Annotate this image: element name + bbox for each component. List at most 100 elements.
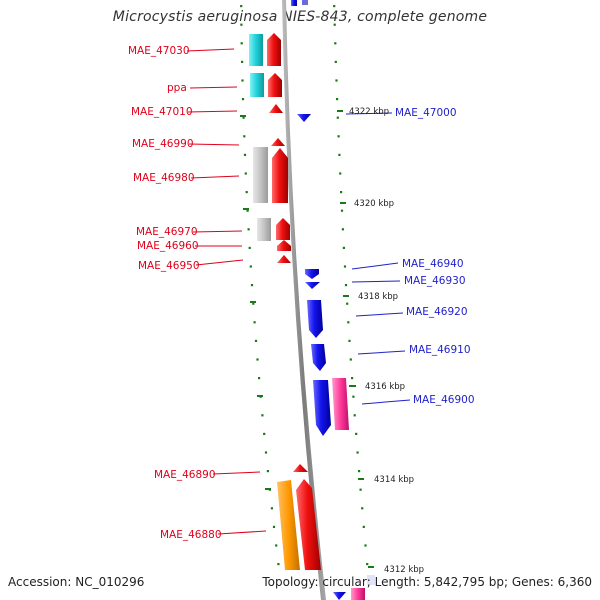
map-title: Microcystis aeruginosa NIES-843, complet… bbox=[112, 9, 488, 25]
cds-arrow-46880 bbox=[296, 479, 321, 570]
leader-line bbox=[355, 312, 404, 317]
gene-label-right[interactable]: MAE_46920 bbox=[406, 306, 468, 318]
tick-dot bbox=[353, 414, 356, 417]
tick-dot bbox=[243, 135, 246, 138]
position-tick-label: 4316 kbp bbox=[365, 382, 405, 392]
tick-dot bbox=[263, 432, 266, 435]
gene-label-left[interactable]: MAE_46990 bbox=[132, 138, 194, 150]
orange-feature-46880 bbox=[277, 480, 300, 570]
position-tick-label: 4322 kbp bbox=[349, 107, 389, 117]
gene-label-right[interactable]: MAE_46900 bbox=[413, 394, 475, 406]
leader-line bbox=[186, 48, 235, 52]
inner-ring-major-ticks bbox=[240, 115, 271, 490]
genome-summary-text: Topology: circular; Length: 5,842,795 bp… bbox=[262, 575, 592, 589]
accession-text: Accession: NC_010296 bbox=[8, 575, 145, 589]
tick-dot bbox=[244, 172, 247, 175]
tick-dot bbox=[355, 432, 358, 435]
tick-dot bbox=[253, 321, 256, 324]
tick-dot bbox=[242, 116, 245, 119]
tick-dot bbox=[339, 172, 342, 175]
tick-dot bbox=[347, 321, 350, 324]
leader-line bbox=[361, 399, 411, 405]
tick-dot bbox=[252, 302, 255, 305]
tick-dot bbox=[352, 395, 355, 398]
tick-dot bbox=[249, 265, 252, 268]
leader-line bbox=[188, 143, 240, 146]
tick-dot bbox=[351, 377, 354, 380]
cds-arrow-46990 bbox=[271, 138, 285, 146]
tick-dot bbox=[334, 42, 337, 45]
gene-label-left[interactable]: MAE_46950 bbox=[138, 260, 200, 272]
tick-dot bbox=[248, 246, 251, 249]
gene-label-left[interactable]: ppa bbox=[167, 82, 187, 94]
tick-dot bbox=[240, 23, 243, 26]
tick-dot bbox=[264, 451, 268, 454]
leader-line bbox=[192, 230, 243, 233]
tick-dot bbox=[261, 414, 264, 417]
leader-line bbox=[351, 280, 401, 283]
grey-feature-46970 bbox=[257, 218, 271, 241]
tick-dot bbox=[254, 339, 258, 342]
gene-label-left[interactable]: MAE_46880 bbox=[160, 529, 222, 541]
tick-dot bbox=[241, 60, 244, 63]
top-edge-feature-cds-2 bbox=[302, 0, 308, 5]
tick-dot bbox=[344, 284, 348, 287]
gene-label-left[interactable]: MAE_46980 bbox=[133, 172, 195, 184]
gene-label-left[interactable]: MAE_46960 bbox=[137, 240, 199, 252]
gene-label-right[interactable]: MAE_46910 bbox=[409, 344, 471, 356]
tick-dot bbox=[240, 42, 243, 45]
cds-arrow-46980 bbox=[272, 148, 288, 203]
gene-label-left[interactable]: MAE_47010 bbox=[131, 106, 193, 118]
cds-arrow-46890 bbox=[293, 464, 308, 472]
tick-dot bbox=[240, 5, 243, 8]
tick-dot bbox=[258, 377, 261, 380]
tick-dot bbox=[340, 209, 344, 212]
tick-dot bbox=[340, 191, 343, 194]
cds-arrow-46900 bbox=[313, 380, 331, 436]
cyan-feature-ppa bbox=[250, 73, 264, 97]
tick-dot bbox=[341, 228, 344, 231]
tick-dot bbox=[359, 488, 362, 491]
leader-line bbox=[195, 259, 244, 266]
cyan-feature-47030 bbox=[249, 34, 263, 66]
pink-feature-46900 bbox=[332, 378, 349, 430]
gene-label-right[interactable]: MAE_46930 bbox=[404, 275, 466, 287]
tick-dot bbox=[250, 284, 254, 287]
tick-dot bbox=[272, 525, 276, 528]
cds-arrow-46910 bbox=[311, 344, 326, 371]
cds-arrow-47000 bbox=[297, 114, 311, 122]
gene-label-left[interactable]: MAE_46970 bbox=[136, 226, 198, 238]
leader-line bbox=[351, 262, 399, 270]
tick-dot bbox=[349, 358, 352, 361]
tick-dot bbox=[361, 507, 364, 510]
gene-label-left[interactable]: MAE_47030 bbox=[128, 45, 190, 57]
cds-arrow-47030 bbox=[267, 33, 281, 66]
position-tick-label: 4314 kbp bbox=[374, 475, 414, 485]
gene-label-right[interactable]: MAE_47000 bbox=[395, 107, 457, 119]
tick-dot bbox=[247, 228, 250, 231]
inner-tick-ring bbox=[240, 5, 280, 566]
top-edge-feature-cds bbox=[291, 0, 297, 6]
gene-label-left[interactable]: MAE_46890 bbox=[154, 469, 216, 481]
tick-dot bbox=[364, 544, 367, 547]
tick-dot bbox=[335, 79, 338, 82]
tick-dot bbox=[336, 116, 339, 119]
genome-backbone bbox=[282, 0, 326, 600]
gene-label-right[interactable]: MAE_46940 bbox=[402, 258, 464, 270]
cds-arrow-46940 bbox=[305, 269, 319, 279]
tick-dot bbox=[266, 470, 269, 473]
tick-dot bbox=[275, 544, 278, 547]
tick-dot bbox=[366, 563, 369, 566]
tick-dot bbox=[241, 79, 244, 82]
outer-tick-ring bbox=[333, 5, 369, 566]
bottom-edge-light bbox=[367, 575, 375, 585]
tick-dot bbox=[277, 563, 280, 566]
cds-arrow-ppa bbox=[268, 73, 282, 97]
cds-arrow-46950 bbox=[277, 255, 291, 263]
cds-arrow-46930 bbox=[305, 282, 320, 289]
tick-dot bbox=[336, 98, 339, 101]
tick-dot bbox=[362, 525, 365, 528]
leader-line bbox=[357, 350, 406, 355]
tick-dot bbox=[343, 265, 347, 268]
